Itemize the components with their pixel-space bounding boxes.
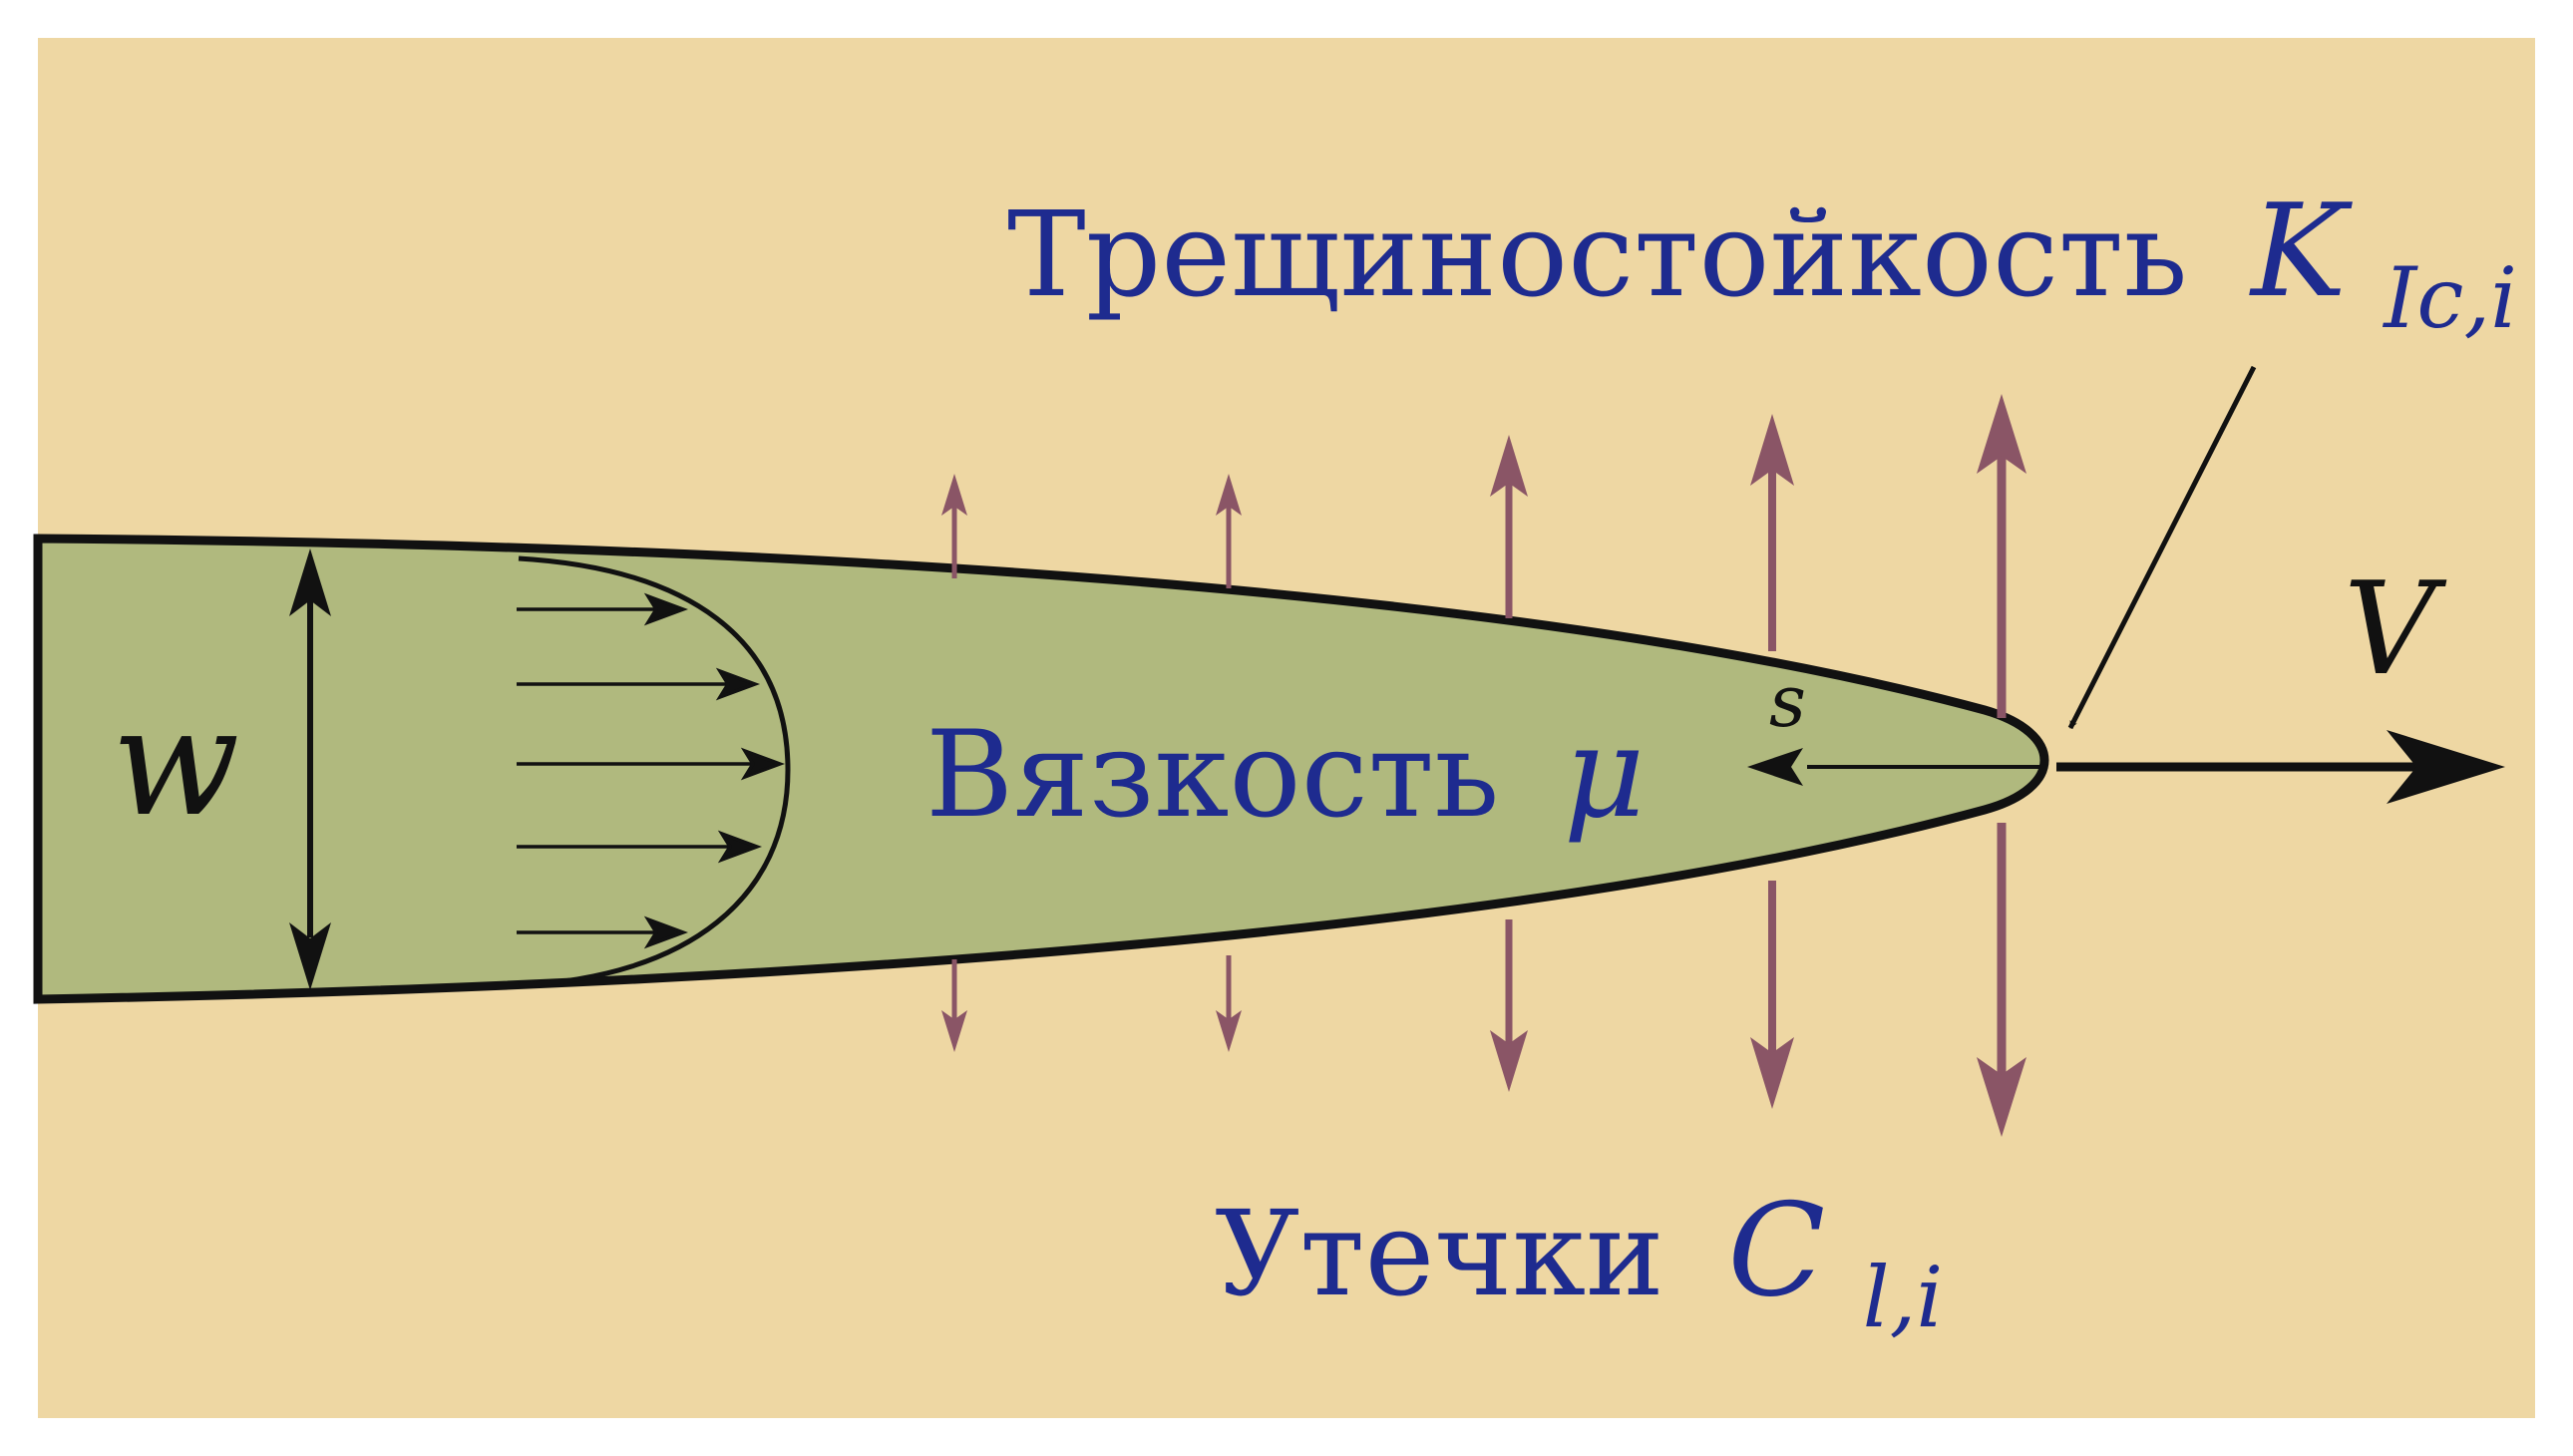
leakoff-arrowhead-down: [941, 1010, 967, 1052]
velocity-profile-curve: [518, 555, 791, 988]
coordinate-label: s: [1769, 659, 1806, 743]
velocity-arrow: [2056, 730, 2505, 804]
velocity-label: V: [2344, 555, 2447, 704]
leakoff-arrowhead-down: [1216, 1010, 1242, 1052]
profile-arrow: [517, 592, 689, 626]
leakoff-arrowhead-up: [1977, 394, 2026, 474]
leakoff-arrow: [941, 474, 967, 1052]
leakoff-arrow: [1216, 474, 1242, 1052]
viscosity-symbol: μ: [1564, 699, 1646, 846]
leakoff-arrow: [1977, 394, 2026, 1137]
coordinate-arrow: [1747, 748, 2044, 786]
profile-arrow: [517, 667, 761, 701]
viscosity-text: Вязкость: [925, 706, 1500, 845]
toughness-text: Трещиностойкость: [1007, 185, 2188, 323]
leakoff-subscript: l,i: [1863, 1249, 1943, 1346]
toughness-pointer-arrow: [2067, 365, 2257, 730]
profile-arrow: [517, 830, 763, 864]
leakoff-arrowhead-down: [1977, 1057, 2026, 1137]
leakoff-arrows: [941, 394, 2026, 1137]
leakoff-arrow: [1750, 414, 1794, 1109]
viscosity-label: Вязкость μ: [925, 699, 1646, 846]
profile-arrow: [517, 747, 786, 781]
toughness-label: Трещиностойкость K Ic,i: [1007, 178, 2517, 347]
leakoff-arrowhead-down: [1490, 1030, 1528, 1092]
leakoff-symbol: C: [1727, 1177, 1825, 1325]
leakoff-arrow: [1490, 435, 1528, 1092]
leakoff-text: Утечки: [1215, 1185, 1664, 1322]
leakoff-arrowhead-down: [1750, 1037, 1794, 1109]
profile-arrow: [517, 915, 689, 949]
leakoff-label: Утечки C l,i: [1215, 1177, 1943, 1346]
fracture-body: [33, 534, 2049, 1004]
profile-arrows: [517, 592, 786, 949]
toughness-symbol: K: [2249, 178, 2353, 326]
leakoff-arrowhead-up: [1750, 414, 1794, 486]
width-label: w: [112, 676, 239, 850]
toughness-subscript: Ic,i: [2382, 249, 2517, 347]
leakoff-arrowhead-up: [1216, 474, 1242, 516]
width-arrow: [289, 548, 331, 990]
leakoff-arrowhead-up: [941, 474, 967, 516]
leakoff-arrowhead-up: [1490, 435, 1528, 497]
